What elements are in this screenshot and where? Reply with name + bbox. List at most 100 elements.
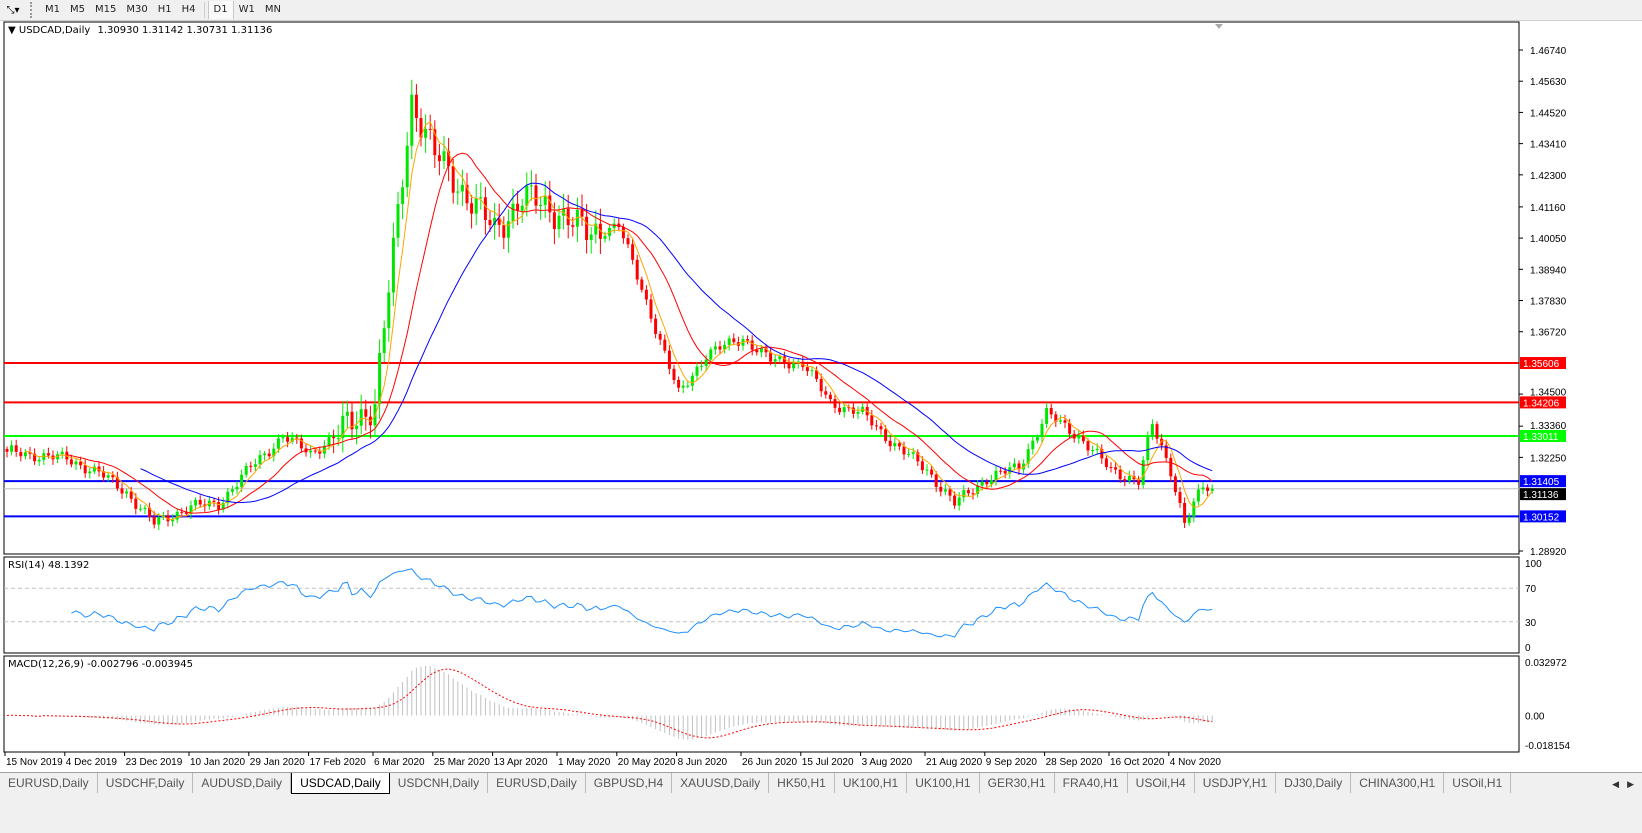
candle	[769, 346, 773, 366]
candle-body	[497, 217, 501, 225]
chart-tab[interactable]: USDCAD,Daily	[291, 773, 390, 794]
candle	[226, 487, 230, 509]
candle-body	[750, 340, 754, 350]
price-tick-label: 1.46740	[1530, 46, 1567, 57]
candle	[244, 462, 248, 478]
candle	[14, 439, 18, 457]
chart-tab[interactable]: XAUUSD,Daily	[672, 773, 770, 793]
timeframe-m30-button[interactable]: M30	[126, 4, 148, 15]
candle-body	[166, 515, 170, 522]
candle	[230, 485, 234, 496]
chart-tab[interactable]: USOil,H4	[1128, 773, 1195, 793]
timeframe-m5-button[interactable]: M5	[70, 4, 85, 15]
candle	[957, 491, 961, 511]
chart-tab[interactable]: AUDUSD,Daily	[193, 773, 292, 793]
candle-body	[451, 166, 455, 193]
candle-body	[1183, 502, 1187, 523]
candle	[327, 432, 331, 450]
candle	[663, 334, 667, 354]
timeframe-d1-button[interactable]: D1	[207, 1, 234, 19]
chart-tab[interactable]: FRA40,H1	[1055, 773, 1128, 793]
chart-canvas[interactable]: 1.35606 1.34206 1.33011 1.31405 1.31136 1.301…	[0, 0, 1642, 772]
line-price-label-bg	[1520, 429, 1566, 442]
timeframe-h1-button[interactable]: H1	[157, 4, 172, 15]
candle	[1183, 497, 1187, 528]
candle	[267, 448, 271, 459]
tab-scroll-left-icon[interactable]: ◀	[1612, 779, 1620, 790]
candle-body	[1137, 479, 1141, 485]
candle-body	[897, 443, 901, 447]
candle-body	[69, 459, 73, 465]
candle-body	[1173, 476, 1177, 493]
chart-tab[interactable]: UK100,H1	[907, 773, 980, 793]
toolbar-grip[interactable]	[30, 2, 36, 18]
chart-tab[interactable]: GER30,H1	[980, 773, 1055, 793]
chart-tab[interactable]: USDCHF,Daily	[98, 773, 194, 793]
candle-body	[971, 493, 975, 495]
chart-tab[interactable]: USOil,H1	[1444, 773, 1512, 793]
rsi-axis-label: 100	[1525, 559, 1542, 570]
chart-tab[interactable]: EURUSD,Daily	[0, 773, 98, 793]
tab-scroll: ◀ ▶	[1604, 773, 1642, 796]
candle	[658, 331, 662, 345]
symbol-name: USDCAD,Daily	[18, 25, 91, 36]
candle	[916, 449, 920, 466]
candle	[920, 456, 924, 474]
candle-body	[833, 399, 837, 408]
candle-body	[543, 195, 547, 205]
candle-body	[1127, 475, 1131, 481]
collapse-triangle-icon[interactable]: ▼	[8, 25, 16, 36]
chart-tab[interactable]: UK100,H1	[835, 773, 908, 793]
candle	[727, 335, 731, 351]
candle-body	[520, 205, 524, 211]
candle-body	[263, 453, 267, 456]
candle-body	[640, 279, 644, 290]
candle	[387, 280, 391, 342]
candle-body	[916, 452, 920, 462]
candle	[690, 372, 694, 392]
candle	[930, 465, 934, 478]
status-area	[0, 795, 1642, 833]
candle-body	[870, 415, 874, 426]
candle	[28, 447, 32, 460]
candle-body	[723, 344, 727, 350]
timeframe-m1-button[interactable]: M1	[45, 4, 60, 15]
timeframe-m15-button[interactable]: M15	[95, 4, 117, 15]
timeframe-h4-button[interactable]: H4	[181, 4, 196, 15]
candle-body	[180, 511, 184, 513]
candle-body	[677, 380, 681, 388]
candle-body	[782, 356, 786, 364]
timeframe-mn-button[interactable]: MN	[264, 4, 281, 15]
chart-tab[interactable]: EURUSD,Daily	[488, 773, 586, 793]
candle	[5, 446, 9, 458]
candle	[502, 216, 506, 250]
macd-axis-label: 0.032972	[1525, 658, 1567, 669]
candle-body	[1081, 435, 1085, 442]
chart-tab[interactable]: DJ30,Daily	[1276, 773, 1352, 793]
candle	[805, 361, 809, 376]
candle-body	[764, 348, 768, 353]
line-price-label-bg	[1520, 396, 1566, 409]
candle-body	[102, 471, 106, 478]
chart-tab[interactable]: GBPUSD,H4	[586, 773, 673, 793]
candle	[709, 346, 713, 363]
candle	[1192, 497, 1196, 523]
candle	[19, 447, 23, 462]
candle-body	[980, 481, 984, 486]
price-tick-label: 1.34500	[1530, 387, 1567, 398]
candle-body	[953, 495, 957, 506]
candle-body	[1017, 463, 1021, 470]
candle	[1114, 461, 1118, 475]
chart-tab[interactable]: HK50,H1	[769, 773, 835, 793]
chart-tab[interactable]: CHINA300,H1	[1351, 773, 1445, 793]
candle	[672, 364, 676, 385]
candle-body	[966, 490, 970, 494]
tab-scroll-right-icon[interactable]: ▶	[1627, 779, 1634, 790]
candle-body	[1109, 467, 1113, 469]
chart-tab[interactable]: USDCNH,Daily	[390, 773, 489, 793]
line-studies-dropdown-icon[interactable]: ⤡▾	[6, 4, 20, 16]
chart-tab[interactable]: USDJPY,H1	[1195, 773, 1277, 793]
timeframe-w1-button[interactable]: W1	[238, 4, 255, 15]
candle	[465, 172, 469, 211]
candle	[575, 197, 579, 242]
